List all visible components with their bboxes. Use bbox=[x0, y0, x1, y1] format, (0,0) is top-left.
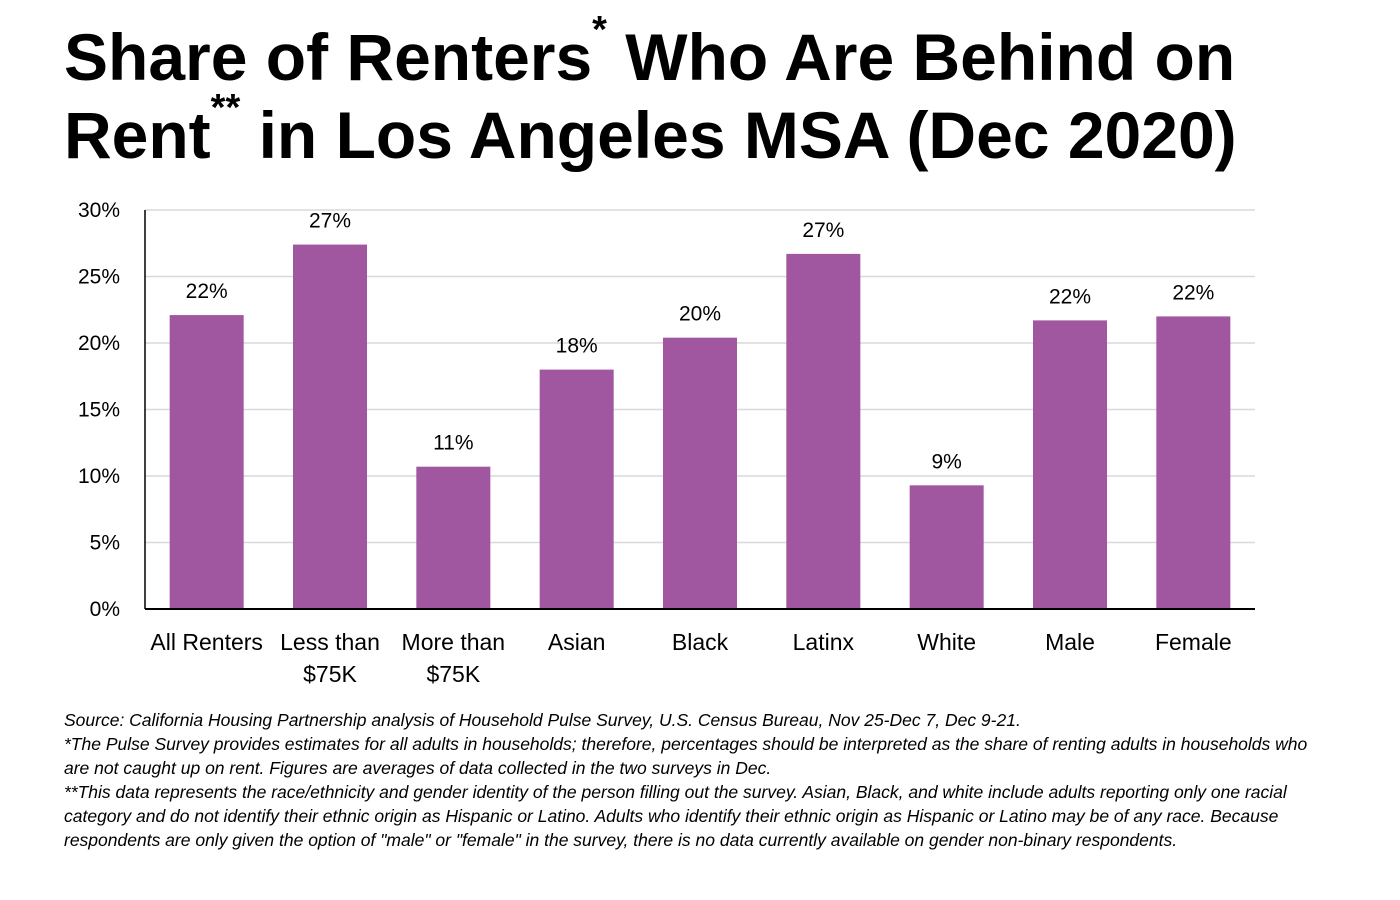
y-tick-label: 5% bbox=[90, 532, 120, 555]
bar-data-label: 20% bbox=[679, 303, 721, 326]
y-tick-label: 20% bbox=[78, 332, 120, 355]
bar-data-label: 22% bbox=[186, 280, 228, 303]
source-note: Source: California Housing Partnership a… bbox=[64, 710, 1021, 730]
footnotes: Source: California Housing Partnership a… bbox=[64, 708, 1314, 852]
bar-data-label: 9% bbox=[931, 450, 961, 473]
x-tick-label: White bbox=[917, 629, 976, 655]
x-axis-category-labels: All Renters Less than $75K More than $75K Asi… bbox=[150, 629, 1231, 687]
bar-data-label: 22% bbox=[1049, 285, 1091, 308]
title-part-3: in Los Angeles MSA (Dec 2020) bbox=[240, 98, 1237, 172]
x-tick-label: $75K bbox=[426, 661, 480, 687]
bar bbox=[293, 244, 367, 609]
bar bbox=[416, 466, 491, 609]
title-part-1: Share of Renters bbox=[64, 20, 593, 94]
bar bbox=[169, 315, 244, 609]
bar bbox=[1156, 316, 1231, 609]
x-tick-label: Asian bbox=[548, 629, 606, 655]
title-footnote-mark-1: * bbox=[592, 9, 607, 51]
y-tick-label: 25% bbox=[78, 266, 120, 289]
bar bbox=[539, 369, 614, 609]
bar bbox=[1033, 320, 1107, 609]
title-footnote-mark-2: ** bbox=[210, 87, 241, 129]
x-tick-label: More than bbox=[402, 629, 506, 655]
bar bbox=[663, 337, 737, 609]
x-tick-label: $75K bbox=[303, 661, 357, 687]
data-labels: 22% 27% 11% 18% 20% 27% 9% 22% 22% bbox=[186, 210, 1215, 474]
footnote-2: **This data represents the race/ethnicit… bbox=[64, 782, 1287, 850]
y-tick-label: 0% bbox=[90, 598, 120, 621]
x-tick-label: All Renters bbox=[150, 629, 262, 655]
bar-data-label: 18% bbox=[556, 335, 598, 358]
x-tick-label: Black bbox=[672, 629, 729, 655]
y-axis-tick-labels: 0% 5% 10% 15% 20% 25% 30% bbox=[78, 199, 120, 621]
bars bbox=[169, 244, 1231, 609]
bar-data-label: 22% bbox=[1172, 281, 1214, 304]
y-tick-label: 30% bbox=[78, 199, 120, 222]
bar-data-label: 27% bbox=[802, 219, 844, 242]
bar bbox=[909, 485, 984, 609]
bar bbox=[786, 253, 861, 609]
x-tick-label: Male bbox=[1045, 629, 1095, 655]
footnote-1: *The Pulse Survey provides estimates for… bbox=[64, 734, 1308, 778]
chart-title: Share of Renters* Who Are Behind on Rent… bbox=[64, 11, 1364, 174]
bar-data-label: 27% bbox=[309, 210, 351, 233]
y-tick-label: 15% bbox=[78, 399, 120, 422]
y-tick-label: 10% bbox=[78, 465, 120, 488]
x-tick-label: Less than bbox=[280, 629, 380, 655]
bar-data-label: 11% bbox=[433, 432, 473, 455]
bar-chart: 0% 5% 10% 15% 20% 25% 30% 22% 27% 11% 18% 20% 27% 9%… bbox=[78, 199, 1255, 687]
axes bbox=[144, 210, 1255, 610]
title-part-2: Who Are Behind on Rent bbox=[64, 20, 1236, 172]
x-tick-label: Female bbox=[1155, 629, 1232, 655]
x-tick-label: Latinx bbox=[793, 629, 855, 655]
